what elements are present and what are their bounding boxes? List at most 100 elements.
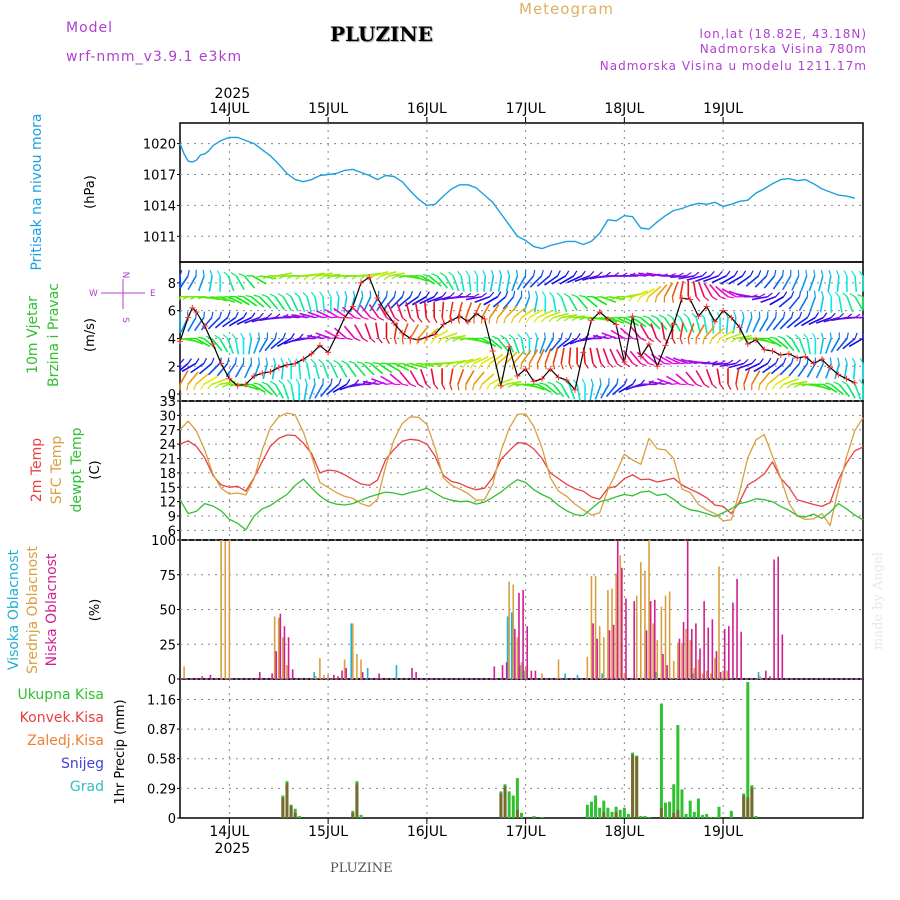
- wind-arrow-head: [436, 362, 443, 368]
- wind-arrow: [396, 302, 404, 318]
- wind-arrow-head: [811, 332, 816, 339]
- wind-arrow: [457, 369, 465, 385]
- wind-arrow: [679, 280, 684, 297]
- precip-bar-total: [701, 814, 705, 818]
- wind-arrow: [618, 383, 634, 394]
- wind-arrow-head: [790, 357, 794, 364]
- wind-arrow: [195, 373, 209, 385]
- wind-arrow: [200, 317, 213, 331]
- wind-arrow: [243, 363, 253, 379]
- wind-arrow: [827, 275, 832, 292]
- wind-arrow: [222, 316, 237, 328]
- wind-arrow: [568, 347, 572, 364]
- wind-arrow-head: [579, 294, 586, 298]
- wind-arrow: [229, 316, 244, 327]
- wind-speed-marker: [185, 314, 192, 321]
- wind-arrow-head: [433, 317, 438, 324]
- wind-arrow-head: [656, 337, 662, 343]
- wind-arrow: [843, 363, 848, 380]
- wind-arrow-head: [391, 275, 398, 280]
- cloud-bar-mid: [701, 673, 704, 679]
- cloud-bar-mid: [619, 555, 622, 679]
- wind-arrow-head: [493, 383, 499, 390]
- wind-arrow-head: [849, 293, 856, 298]
- wind-arrow: [436, 275, 449, 289]
- precip-bar-total: [297, 815, 301, 818]
- legend-total-rain: Ukupna Kisa: [17, 687, 104, 703]
- wind-arrow: [703, 282, 713, 298]
- wind-arrow: [781, 275, 792, 291]
- x-tick-bottom-label: 16JUL: [407, 824, 447, 840]
- wind-speed-marker: [374, 295, 381, 302]
- wind-arrow: [306, 296, 312, 313]
- cloud-bar-mid: [652, 623, 654, 679]
- wind-arrow-head: [783, 291, 788, 298]
- wind-arrow: [315, 332, 332, 340]
- wind-arrow-head: [820, 332, 824, 339]
- wind-arrow: [190, 362, 205, 374]
- wind-arrow: [354, 362, 366, 377]
- wind-arrow: [244, 316, 260, 324]
- wind-arrow: [522, 275, 535, 289]
- wind-arrow-head: [786, 383, 792, 389]
- wind-arrow: [420, 275, 436, 285]
- wind-arrow: [769, 296, 784, 306]
- cloud-bar-low: [769, 676, 771, 679]
- wind-arrow: [283, 315, 300, 319]
- precip-bar-total: [606, 807, 610, 818]
- cloud-bar-high: [576, 674, 579, 679]
- wind-arrow: [401, 323, 409, 339]
- wind-arrow-head: [187, 269, 190, 277]
- wind-arrow-head: [261, 294, 268, 298]
- wind-arrow-head: [325, 359, 332, 364]
- wind-arrow: [738, 317, 745, 334]
- wind-speed-marker: [283, 361, 290, 368]
- wind-arrow-head: [664, 362, 671, 365]
- panel-frame: [179, 122, 864, 263]
- wind-arrow-head: [764, 384, 769, 391]
- wind-arrow: [243, 296, 258, 307]
- wind-arrow: [411, 296, 427, 306]
- wind-arrow: [551, 275, 567, 285]
- wind-speed-marker: [349, 303, 356, 310]
- wind-arrow-head: [854, 332, 858, 339]
- wind-arrow-head: [813, 290, 816, 297]
- wind-arrow: [208, 275, 213, 292]
- cloud-bar-mid: [656, 640, 659, 679]
- wind-arrow: [426, 295, 443, 303]
- wind-arrow-head: [671, 296, 674, 303]
- wind-arrow: [560, 383, 570, 399]
- wind-arrow-head: [587, 317, 594, 321]
- wind-arrow-head: [511, 363, 515, 370]
- wind-speed-marker: [539, 375, 546, 382]
- wind-arrow-head: [829, 332, 832, 339]
- wind-arrow-head: [508, 383, 514, 388]
- wind-arrow-head: [261, 381, 268, 385]
- cloud-bar-low: [723, 628, 726, 679]
- wind-arrow-head: [423, 338, 427, 345]
- wind-speed-marker: [835, 371, 842, 378]
- wind-arrow-head: [280, 357, 284, 364]
- wind-arrow-head: [702, 338, 705, 345]
- cloud-bar-mid: [681, 642, 683, 679]
- wind-arrow: [655, 283, 668, 298]
- wind-arrow: [417, 325, 430, 339]
- station-title: PLUZINE: [330, 22, 433, 46]
- wind-arrow-head: [190, 296, 197, 300]
- wind-arrow: [854, 275, 858, 292]
- wind-arrow-head: [425, 317, 431, 323]
- wind-arrow-head: [753, 337, 760, 340]
- cloud-bar-low: [345, 667, 347, 679]
- y-tick-label: 50: [159, 604, 176, 619]
- wind-arrow-head: [719, 383, 725, 390]
- wind-arrow-head: [209, 270, 213, 277]
- wind-arrow: [465, 370, 475, 385]
- precip-bar-conv: [746, 797, 750, 818]
- wind-arrow: [363, 296, 372, 312]
- wind-arrow-head: [611, 296, 618, 301]
- wind-arrow-head: [370, 337, 376, 343]
- x-tick-bottom-label: 15JUL: [308, 824, 348, 840]
- wind-arrow-head: [257, 357, 261, 364]
- wind-arrow-head: [565, 270, 570, 277]
- wind-arrow: [791, 275, 800, 291]
